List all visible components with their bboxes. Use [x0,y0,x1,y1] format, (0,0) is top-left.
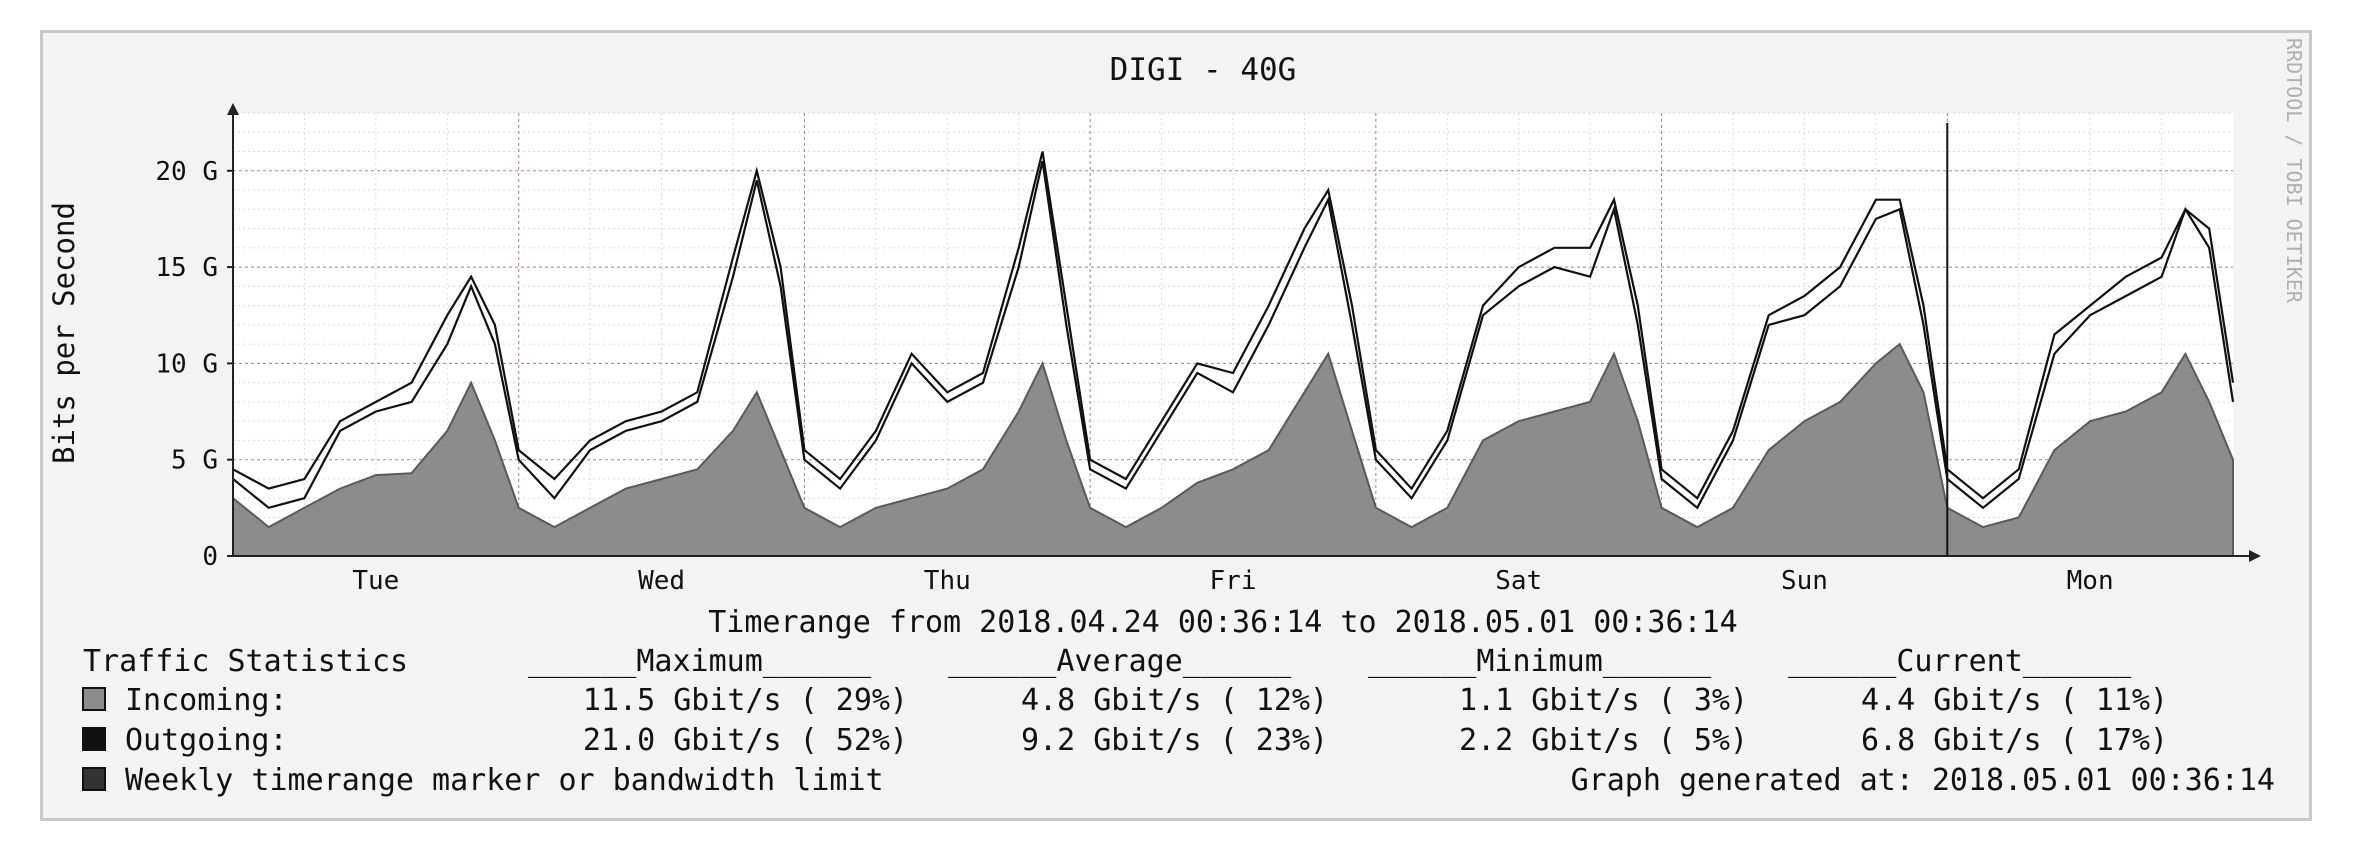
watermark: RRDTOOL / TOBI OETIKER [2282,38,2306,304]
stats-header: ______Current______ [1788,644,2132,679]
y-axis-arrow [227,103,239,115]
x-day-label: Mon [2067,566,2114,596]
legend-swatch [82,687,106,711]
y-tick-label: 10 G [155,349,218,379]
graph-frame: 0 5 G 10 G 15 G 20 G Tue Wed Thu Fri Sat Sun Mon DIG… [40,30,2312,821]
stats-header: ______Maximum______ [528,644,872,679]
stats-cell: 2.2 Gbit/s ( 5%) [1459,723,1748,758]
legend-swatch-marker [82,767,106,791]
stats-cell: 4.8 Gbit/s ( 12%) [1021,683,1328,718]
y-tick-label: 20 G [155,157,218,187]
legend-label-marker: Weekly timerange marker or bandwidth lim… [125,763,884,798]
x-day-label: Wed [638,566,685,596]
stats-cell: 21.0 Gbit/s ( 52%) [583,723,908,758]
outgoing-line-peak [232,151,2235,500]
x-day-label: Thu [924,566,971,596]
stats-cell: 4.4 Gbit/s ( 11%) [1861,683,2168,718]
graph-generated-text: Graph generated at: 2018.05.01 00:36:14 [1571,763,2275,798]
legend-swatch [82,727,106,751]
y-tick-label: 15 G [155,253,218,283]
x-day-label: Fri [1210,566,1257,596]
legend-label: Incoming: [125,683,288,718]
stats-cell: 9.2 Gbit/s ( 23%) [1021,723,1328,758]
x-axis-arrow [2249,550,2261,562]
x-day-label: Tue [352,566,399,596]
outgoing-line [232,160,2235,510]
stats-header: ______Average______ [948,644,1292,679]
stats-title: Traffic Statistics [83,644,408,679]
timerange-text: Timerange from 2018.04.24 00:36:14 to 20… [708,605,1738,640]
legend-label: Outgoing: [125,723,288,758]
stats-cell: 1.1 Gbit/s ( 3%) [1459,683,1748,718]
x-day-label: Sat [1495,566,1542,596]
traffic-chart: 0 5 G 10 G 15 G 20 G Tue Wed Thu Fri Sat Sun Mon DIG… [47,38,2306,798]
stats-cell: 11.5 Gbit/s ( 29%) [583,683,908,718]
stats-cell: 6.8 Gbit/s ( 17%) [1861,723,2168,758]
y-axis-label: Bits per Second [47,202,81,464]
x-day-label: Sun [1781,566,1828,596]
y-tick-label: 0 [202,542,218,572]
stats-header: ______Minimum______ [1368,644,1712,679]
y-tick-label: 5 G [171,446,218,476]
chart-title: DIGI - 40G [1110,52,1297,88]
